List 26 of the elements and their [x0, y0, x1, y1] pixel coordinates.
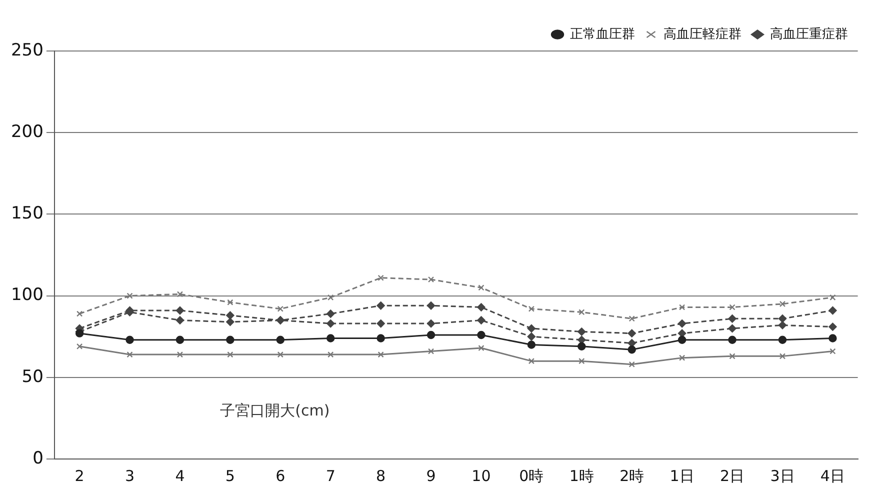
x-tick-label: 2	[74, 466, 84, 485]
x-tick-label: 3	[124, 466, 135, 485]
y-tick-label: 150	[10, 204, 44, 224]
y-tick-label: 50	[22, 366, 44, 387]
annotation: 子宮口開大(cm)	[220, 401, 330, 420]
x-tick-label: 10	[472, 466, 491, 485]
legend-label: 高血圧軽症群	[664, 26, 742, 42]
y-tick-label: 200	[10, 122, 44, 142]
x-tick-label: 6	[276, 466, 286, 485]
x-tick-label: 4	[175, 466, 185, 485]
x-tick-label: 8	[376, 466, 386, 485]
x-tick-label: 5	[225, 466, 235, 485]
x-tick-label: 1時	[569, 466, 594, 485]
legend-label: 正常血圧群	[570, 26, 635, 42]
x-tick-label: 2時	[620, 466, 644, 485]
y-tick-label: 0	[32, 448, 44, 468]
x-tick-label: 1日	[670, 466, 694, 485]
legend-label: 高血圧重症群	[770, 26, 848, 42]
x-tick-label: 9	[426, 466, 436, 485]
x-tick-label: 3日	[770, 466, 795, 485]
x-tick-label: 4日	[820, 466, 845, 485]
y-tick-label: 100	[10, 285, 44, 306]
x-tick-label: 0時	[519, 466, 544, 485]
x-tick-label: 2日	[720, 466, 745, 485]
y-tick-label: 250	[10, 40, 44, 60]
x-tick-label: 7	[326, 466, 336, 485]
